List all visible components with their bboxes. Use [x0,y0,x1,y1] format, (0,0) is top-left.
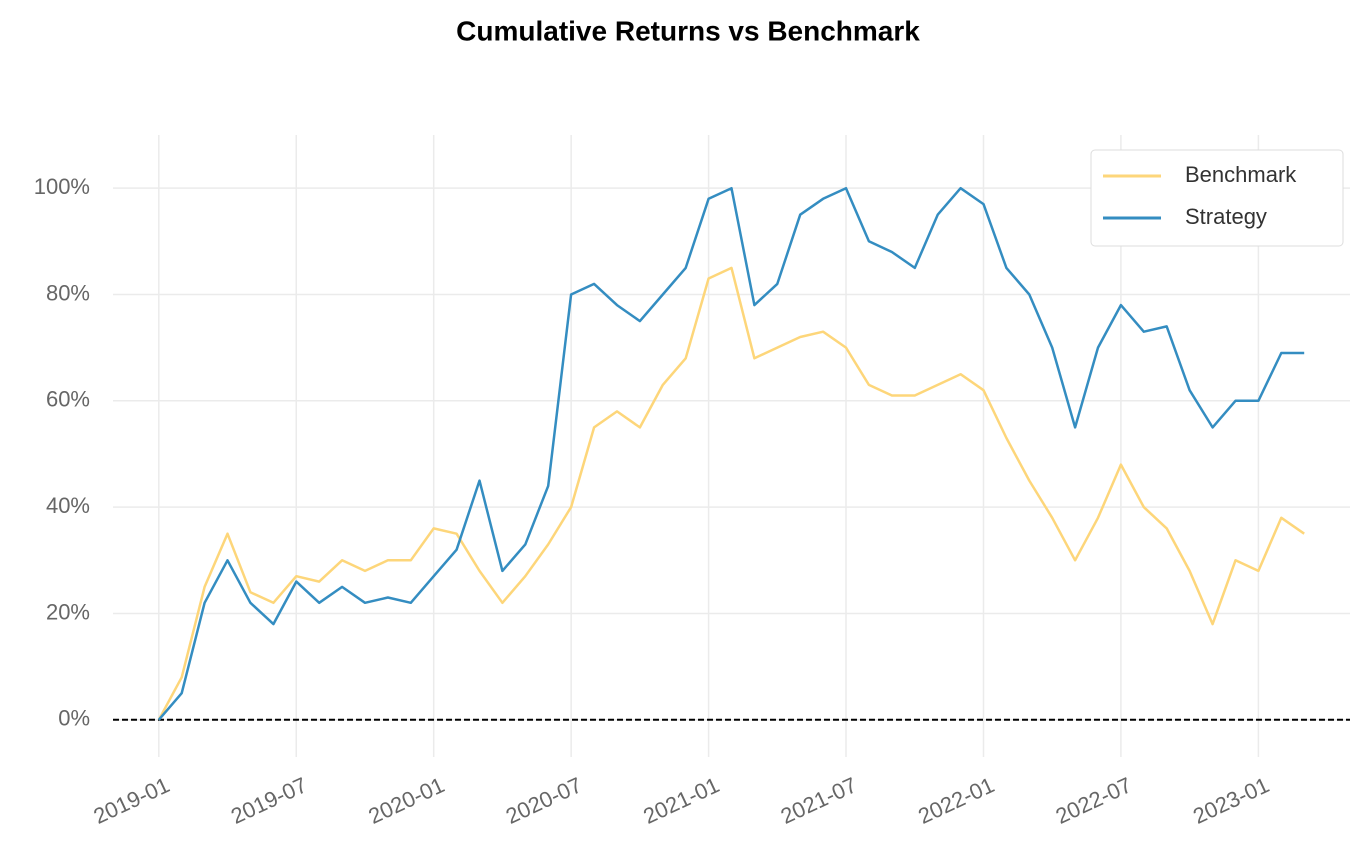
y-tick-label: 60% [46,387,90,412]
chart-title: Cumulative Returns vs Benchmark [456,15,920,46]
x-tick-label: 2020-07 [502,772,586,829]
series-line [157,266,1305,721]
x-tick-label: 2022-01 [914,772,998,829]
y-tick-label: 80% [46,280,90,305]
legend-label: Strategy [1185,204,1267,229]
legend-label: Benchmark [1185,162,1297,187]
x-tick-label: 2023-01 [1189,772,1273,829]
x-tick-label: 2019-07 [227,772,311,829]
x-tick-label: 2022-07 [1052,772,1136,829]
x-tick-label: 2021-07 [777,772,861,829]
x-tick-label: 2020-01 [365,772,449,829]
x-tick-label: 2021-01 [639,772,723,829]
x-tick-label: 2019-01 [90,772,174,829]
legend-box [1090,149,1344,247]
y-tick-label: 20% [46,599,90,624]
y-tick-label: 100% [34,174,90,199]
series-line [157,186,1305,721]
y-tick-label: 0% [58,706,90,731]
y-tick-label: 40% [46,493,90,518]
